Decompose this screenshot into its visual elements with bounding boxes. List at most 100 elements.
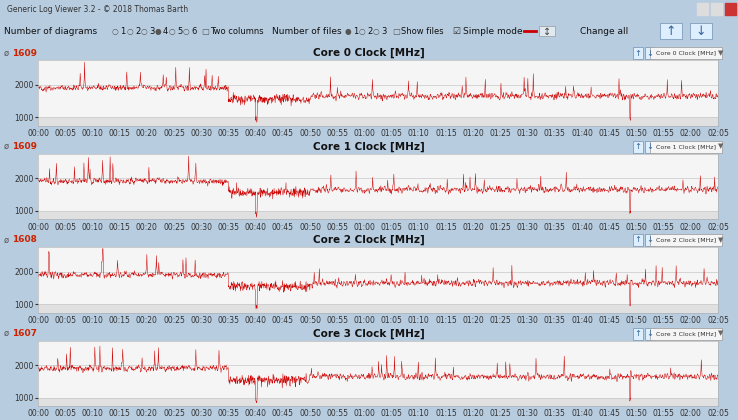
Text: Core 1 Clock [MHz]: Core 1 Clock [MHz]	[313, 142, 425, 152]
Text: 01:25: 01:25	[489, 316, 511, 325]
Bar	[725, 3, 736, 15]
Text: 00:15: 00:15	[108, 129, 131, 138]
Text: Core 2 Clock [MHz]: Core 2 Clock [MHz]	[656, 237, 716, 242]
Text: 02:00: 02:00	[680, 223, 702, 231]
Text: 00:30: 00:30	[190, 410, 213, 418]
FancyBboxPatch shape	[690, 24, 712, 39]
Bar	[38, 398, 718, 406]
Text: ø: ø	[4, 48, 9, 58]
Text: ○: ○	[359, 27, 365, 36]
Text: 00:35: 00:35	[218, 129, 239, 138]
FancyBboxPatch shape	[539, 26, 555, 37]
Text: 3: 3	[149, 27, 154, 36]
Text: ↑: ↑	[635, 236, 641, 244]
Text: 00:20: 00:20	[136, 410, 158, 418]
Text: 00:25: 00:25	[163, 223, 185, 231]
Text: Core 0 Clock [MHz]: Core 0 Clock [MHz]	[313, 48, 425, 58]
Text: 1: 1	[353, 27, 358, 36]
Text: ○: ○	[373, 27, 379, 36]
Text: 01:50: 01:50	[626, 129, 647, 138]
Text: Change all: Change all	[580, 27, 628, 36]
Text: 00:15: 00:15	[108, 223, 131, 231]
Text: 1608: 1608	[12, 236, 37, 244]
Text: 01:05: 01:05	[381, 223, 402, 231]
Text: 01:50: 01:50	[626, 316, 647, 325]
Text: 00:00: 00:00	[27, 410, 49, 418]
Text: 01:45: 01:45	[599, 410, 620, 418]
Text: Show files: Show files	[401, 27, 444, 36]
FancyBboxPatch shape	[650, 234, 722, 246]
Text: 01:30: 01:30	[517, 316, 539, 325]
Text: 01:25: 01:25	[489, 410, 511, 418]
Text: 00:55: 00:55	[326, 316, 348, 325]
Text: ↑: ↑	[635, 329, 641, 338]
Text: 01:10: 01:10	[408, 129, 430, 138]
Text: ▢: ▢	[201, 27, 209, 36]
Text: 01:45: 01:45	[599, 223, 620, 231]
Text: 1: 1	[120, 27, 125, 36]
Text: 01:05: 01:05	[381, 316, 402, 325]
Text: 00:30: 00:30	[190, 316, 213, 325]
Text: 01:00: 01:00	[354, 316, 376, 325]
FancyBboxPatch shape	[660, 24, 682, 39]
Bar	[697, 3, 708, 15]
Text: ○: ○	[183, 27, 190, 36]
FancyBboxPatch shape	[645, 47, 655, 59]
Text: 01:20: 01:20	[462, 410, 484, 418]
Text: 00:40: 00:40	[244, 223, 266, 231]
Text: 02:00: 02:00	[680, 410, 702, 418]
Text: ○: ○	[127, 27, 134, 36]
Text: 00:15: 00:15	[108, 410, 131, 418]
Text: ↑: ↑	[635, 142, 641, 151]
Text: Core 3 Clock [MHz]: Core 3 Clock [MHz]	[656, 331, 716, 336]
Text: ▼: ▼	[718, 237, 724, 243]
Text: 00:55: 00:55	[326, 223, 348, 231]
Text: Number of diagrams: Number of diagrams	[4, 27, 97, 36]
Text: 01:30: 01:30	[517, 129, 539, 138]
Text: 01:55: 01:55	[652, 410, 675, 418]
Text: 00:10: 00:10	[81, 410, 103, 418]
Text: Two columns: Two columns	[210, 27, 263, 36]
Text: 00:30: 00:30	[190, 223, 213, 231]
Text: 01:40: 01:40	[571, 316, 593, 325]
Bar	[38, 304, 718, 312]
FancyBboxPatch shape	[633, 234, 643, 246]
Bar	[38, 211, 718, 219]
Text: 01:55: 01:55	[652, 223, 675, 231]
Text: 01:30: 01:30	[517, 410, 539, 418]
Text: 01:05: 01:05	[381, 410, 402, 418]
Text: ø: ø	[4, 236, 9, 244]
Text: 00:20: 00:20	[136, 223, 158, 231]
Text: 00:45: 00:45	[272, 223, 294, 231]
Text: 00:25: 00:25	[163, 129, 185, 138]
Text: 01:25: 01:25	[489, 223, 511, 231]
Text: Core 3 Clock [MHz]: Core 3 Clock [MHz]	[313, 328, 425, 339]
Text: 00:00: 00:00	[27, 129, 49, 138]
FancyBboxPatch shape	[650, 47, 722, 59]
Text: 01:15: 01:15	[435, 410, 457, 418]
Text: 01:50: 01:50	[626, 410, 647, 418]
Text: Core 0 Clock [MHz]: Core 0 Clock [MHz]	[656, 50, 716, 55]
FancyBboxPatch shape	[645, 141, 655, 152]
Text: ○: ○	[111, 27, 118, 36]
Text: ↓: ↓	[696, 25, 706, 38]
Text: 00:05: 00:05	[54, 223, 76, 231]
Text: 01:25: 01:25	[489, 129, 511, 138]
Text: 1607: 1607	[12, 329, 37, 338]
Text: 01:40: 01:40	[571, 223, 593, 231]
Text: 01:35: 01:35	[544, 129, 566, 138]
Text: 01:20: 01:20	[462, 316, 484, 325]
Text: 00:50: 00:50	[299, 223, 321, 231]
Text: 01:35: 01:35	[544, 410, 566, 418]
Text: 1609: 1609	[12, 142, 37, 151]
FancyBboxPatch shape	[633, 328, 643, 339]
Text: ↑: ↑	[666, 25, 676, 38]
Text: 00:40: 00:40	[244, 410, 266, 418]
Text: 00:15: 00:15	[108, 316, 131, 325]
Bar	[38, 117, 718, 126]
Text: ↓: ↓	[646, 48, 654, 58]
Text: 5: 5	[177, 27, 182, 36]
Text: ●: ●	[155, 27, 162, 36]
Text: Number of files: Number of files	[272, 27, 342, 36]
Text: 01:55: 01:55	[652, 316, 675, 325]
